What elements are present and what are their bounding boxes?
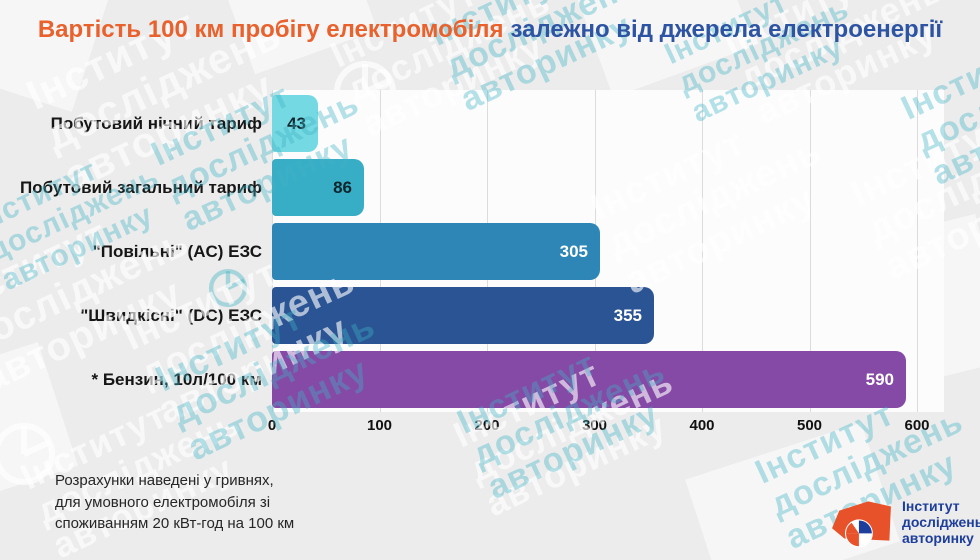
logo-line: Інститут [902,497,960,514]
category-label: "Повільні" (AC) ЕЗС [92,241,262,261]
bar-value-label: 590 [865,369,894,389]
bar-value-label: 86 [333,177,352,197]
category-label: Побутовий загальний тариф [20,177,262,197]
footnote-line: Розрахунки наведені у гривнях, [55,472,274,489]
x-tick-label: 400 [689,417,715,434]
bar-value-label: 305 [559,241,588,261]
footnote-line: споживанням 20 кВт-год на 100 км [55,515,295,533]
institute-logo: Інститут досліджень авторинку [831,496,980,548]
bar-4: 355 [272,287,654,344]
logo-line: досліджень [902,513,980,530]
title-highlight: Вартість 100 км пробігу електромобіля [37,16,504,43]
category-label: "Швидкісні" (DC) ЕЗС [80,305,262,325]
x-tick-label: 200 [474,417,500,434]
bar-2: 86 [272,159,364,216]
category-label: Побутовий нічний тариф [50,113,262,133]
pie-circle-watermark-icon [208,268,248,308]
bar-value-label: 355 [613,305,642,325]
bar-value-label: 43 [287,113,306,133]
bar-3: 305 [272,223,600,280]
bar-1: 43 [272,95,318,152]
x-tick-label: 100 [366,417,393,434]
x-tick-label: 300 [581,417,608,434]
pie-circle-watermark-icon [0,423,55,485]
category-label: * Бензин, 10л/100 км [91,369,263,389]
title-rest: залежно від джерела електроенергії [510,16,943,43]
gridline [809,90,811,412]
x-tick-label: 0 [267,417,277,434]
institute-logo-text: Інститут досліджень авторинку [902,498,980,546]
chart-title: Вартість 100 км пробігу електромобіля зал… [0,16,980,44]
plot-area: 43 86 305 355 590 [272,90,944,412]
x-tick-label: 600 [904,417,930,434]
logo-line: авторинку [902,530,974,547]
gridline [702,90,703,412]
bar-5: 590 [272,351,906,408]
x-tick-label: 500 [796,417,823,434]
watermark-shape [575,0,755,98]
car-piechart-logo-icon [832,501,891,548]
footnote: Розрахунки наведені у гривнях, для умовн… [55,470,294,535]
gridline [917,90,918,412]
footnote-line: для умовного електромобіля зі [55,493,271,511]
